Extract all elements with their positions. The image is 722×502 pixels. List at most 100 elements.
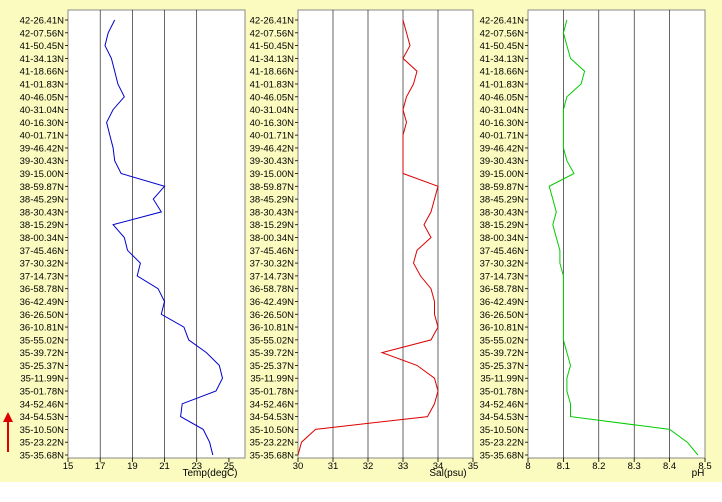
temp-series-line bbox=[104, 19, 224, 456]
sal-y-tick-label: 34-52.46N bbox=[250, 399, 295, 410]
ph-x-tick-label: 8.4 bbox=[663, 461, 676, 472]
ph-y-tick-label: 36-42.49N bbox=[480, 297, 525, 308]
temp-axis-title: Temp(degC) bbox=[182, 468, 237, 479]
temp-y-tick-label: 37-30.32N bbox=[20, 259, 65, 270]
temp-y-tick-label: 36-26.50N bbox=[20, 310, 65, 321]
ph-y-tick-label: 36-26.50N bbox=[480, 310, 525, 321]
temp-y-tick-label: 38-45.29N bbox=[20, 195, 65, 206]
sal-plot-area bbox=[297, 9, 474, 459]
ph-y-tick-label: 41-34.13N bbox=[480, 54, 525, 65]
sal-y-tick-label: 38-45.29N bbox=[250, 195, 295, 206]
temp-y-tick-label: 35-55.02N bbox=[20, 335, 65, 346]
sal-y-tick-label: 35-11.99N bbox=[250, 374, 294, 385]
temp-x-tick-label: 15 bbox=[63, 461, 74, 472]
sal-y-tick-label: 34-54.53N bbox=[250, 412, 295, 423]
temp-x-tick-label: 23 bbox=[191, 461, 202, 472]
sal-y-tick-label: 35-01.78N bbox=[250, 387, 295, 398]
sal-series-line bbox=[297, 19, 439, 456]
ph-plot-area bbox=[527, 9, 706, 459]
temp-y-tick-label: 39-46.42N bbox=[20, 143, 65, 154]
temp-y-tick-label: 35-25.37N bbox=[20, 361, 65, 372]
sal-y-tick-label: 42-26.41N bbox=[250, 16, 295, 27]
sal-y-tick-label: 35-55.02N bbox=[250, 335, 295, 346]
sal-x-tick-label: 30 bbox=[293, 461, 304, 472]
ph-y-tick-label: 42-07.56N bbox=[480, 28, 525, 39]
sal-y-tick-label: 41-34.13N bbox=[250, 54, 295, 65]
sal-y-tick-label: 42-07.56N bbox=[250, 28, 295, 39]
ph-y-tick-label: 35-11.99N bbox=[480, 374, 524, 385]
ph-y-tick-label: 37-14.73N bbox=[480, 271, 525, 282]
sal-y-tick-label: 35-10.50N bbox=[250, 425, 295, 436]
temp-y-tick-label: 42-26.41N bbox=[20, 16, 65, 27]
ph-y-tick-label: 35-39.72N bbox=[480, 348, 525, 359]
direction-arrow-icon bbox=[3, 412, 13, 452]
temp-y-tick-label: 38-30.43N bbox=[20, 207, 65, 218]
sal-x-tick-label: 35 bbox=[468, 461, 479, 472]
ph-x-tick-label: 8.3 bbox=[628, 461, 641, 472]
temp-y-tick-label: 40-31.04N bbox=[20, 105, 65, 116]
sal-y-tick-label: 36-42.49N bbox=[250, 297, 295, 308]
ph-y-tick-label: 38-00.34N bbox=[480, 233, 525, 244]
ph-series-line bbox=[548, 19, 699, 456]
temp-x-tick-label: 17 bbox=[95, 461, 106, 472]
temp-y-tick-label: 35-10.50N bbox=[20, 425, 65, 436]
sal-y-tick-label: 36-10.81N bbox=[250, 323, 295, 334]
ph-y-tick-label: 41-18.66N bbox=[480, 67, 525, 78]
ph-y-tick-label: 39-15.00N bbox=[480, 169, 525, 180]
ph-y-tick-label: 38-59.87N bbox=[480, 182, 525, 193]
ph-y-tick-label: 35-01.78N bbox=[480, 387, 525, 398]
temp-y-tick-label: 40-46.05N bbox=[20, 92, 65, 103]
ph-y-tick-label: 38-45.29N bbox=[480, 195, 525, 206]
temp-y-tick-label: 37-45.46N bbox=[20, 246, 65, 257]
sal-y-tick-label: 38-59.87N bbox=[250, 182, 295, 193]
temp-y-tick-label: 36-42.49N bbox=[20, 297, 65, 308]
temp-y-tick-label: 41-34.13N bbox=[20, 54, 65, 65]
ph-y-tick-label: 37-30.32N bbox=[480, 259, 525, 270]
ph-y-tick-label: 35-23.22N bbox=[480, 438, 525, 449]
sal-y-tick-label: 41-01.83N bbox=[250, 79, 295, 90]
ph-y-tick-label: 35-10.50N bbox=[480, 425, 525, 436]
ph-y-tick-label: 35-35.68N bbox=[480, 451, 525, 462]
ph-y-tick-label: 40-16.30N bbox=[480, 118, 525, 129]
ph-y-tick-label: 37-45.46N bbox=[480, 246, 525, 257]
sal-y-tick-label: 35-23.22N bbox=[250, 438, 295, 449]
sal-y-tick-label: 35-25.37N bbox=[250, 361, 295, 372]
ph-y-tick-label: 36-58.78N bbox=[480, 284, 525, 295]
ph-x-tick-label: 8.1 bbox=[557, 461, 570, 472]
sal-y-tick-label: 36-58.78N bbox=[250, 284, 295, 295]
temp-y-tick-label: 41-01.83N bbox=[20, 79, 65, 90]
temp-y-tick-label: 34-52.46N bbox=[20, 399, 65, 410]
temp-y-tick-label: 39-15.00N bbox=[20, 169, 65, 180]
ph-x-tick-label: 8 bbox=[525, 461, 530, 472]
ph-y-tick-label: 39-30.43N bbox=[480, 156, 525, 167]
ph-x-tick-label: 8.5 bbox=[698, 461, 711, 472]
sal-y-tick-label: 37-14.73N bbox=[250, 271, 295, 282]
temp-y-tick-label: 38-59.87N bbox=[20, 182, 65, 193]
temp-y-tick-label: 35-11.99N bbox=[20, 374, 64, 385]
temp-y-tick-label: 36-10.81N bbox=[20, 323, 65, 334]
ph-y-tick-label: 40-46.05N bbox=[480, 92, 525, 103]
sal-axis-title: Sal(psu) bbox=[429, 468, 466, 479]
sal-x-tick-label: 32 bbox=[363, 461, 374, 472]
temp-x-tick-label: 25 bbox=[224, 461, 235, 472]
sal-y-tick-label: 39-15.00N bbox=[250, 169, 295, 180]
temp-x-tick-label: 21 bbox=[159, 461, 170, 472]
sal-y-tick-label: 40-31.04N bbox=[250, 105, 295, 116]
temp-y-tick-label: 34-54.53N bbox=[20, 412, 65, 423]
sal-x-tick-label: 33 bbox=[398, 461, 409, 472]
temp-x-tick-label: 19 bbox=[127, 461, 138, 472]
ph-y-tick-label: 38-30.43N bbox=[480, 207, 525, 218]
ph-y-tick-label: 42-26.41N bbox=[480, 16, 525, 27]
ph-y-tick-label: 40-31.04N bbox=[480, 105, 525, 116]
sal-x-tick-label: 31 bbox=[328, 461, 339, 472]
sal-y-tick-label: 37-45.46N bbox=[250, 246, 295, 257]
sal-y-tick-label: 40-46.05N bbox=[250, 92, 295, 103]
sal-y-tick-label: 36-26.50N bbox=[250, 310, 295, 321]
sal-y-tick-label: 38-00.34N bbox=[250, 233, 295, 244]
temp-y-tick-label: 35-39.72N bbox=[20, 348, 65, 359]
ph-y-tick-label: 40-01.71N bbox=[480, 131, 525, 142]
